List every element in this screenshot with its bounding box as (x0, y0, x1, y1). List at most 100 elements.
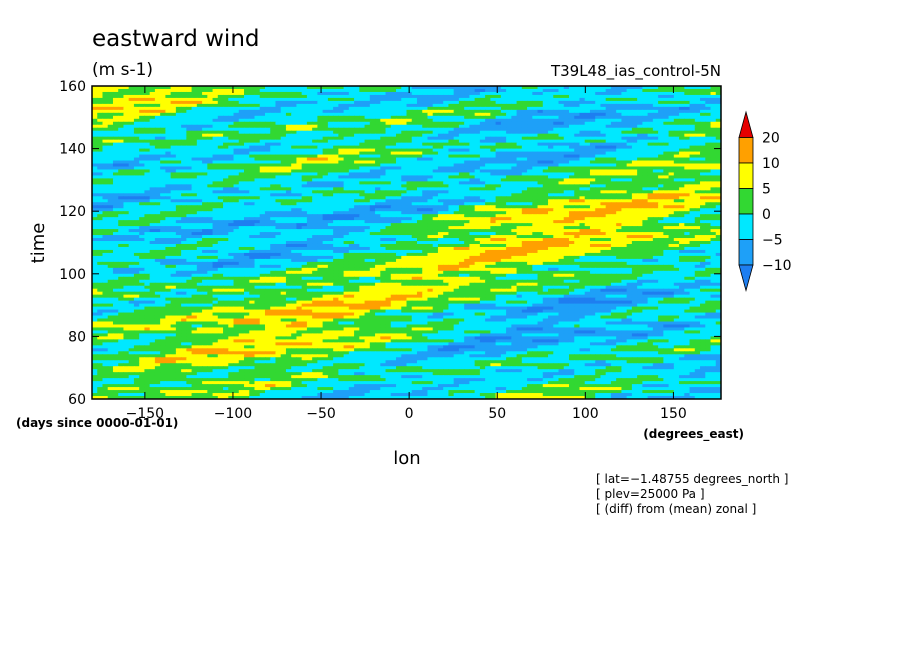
field-cell (527, 148, 533, 153)
field-cell (327, 86, 334, 90)
field-cell (610, 193, 617, 197)
field-cell (112, 166, 119, 171)
field-cell (500, 178, 507, 182)
field-cell (306, 151, 313, 156)
field-cell (427, 91, 434, 96)
field-cell (327, 145, 334, 150)
field-cell (432, 193, 439, 197)
field-cell (469, 193, 476, 197)
field-cell (291, 103, 298, 108)
field-cell (605, 151, 612, 156)
field-cell (474, 94, 481, 99)
field-cell (469, 106, 476, 111)
field-cell (97, 205, 104, 209)
field-cell (422, 151, 429, 156)
field-cell (553, 202, 560, 206)
field-cell (553, 148, 560, 153)
field-cell (710, 136, 717, 141)
field-cell (149, 97, 156, 102)
field-cell (485, 109, 491, 114)
field-cell (280, 157, 287, 162)
field-cell (616, 154, 623, 159)
field-cell (700, 181, 706, 185)
field-cell (396, 112, 402, 117)
field-cell (694, 94, 701, 99)
field-cell (154, 208, 161, 212)
field-cell (186, 148, 193, 153)
field-cell (338, 109, 345, 114)
field-cell (396, 154, 402, 159)
field-cell (663, 145, 670, 150)
field-cell (191, 91, 198, 96)
field-cell (537, 130, 544, 135)
field-cell (270, 97, 277, 102)
field-cell (411, 94, 418, 99)
field-cell (112, 196, 119, 200)
field-cell (416, 121, 423, 126)
field-cell (133, 190, 140, 194)
field-cell (317, 121, 324, 126)
field-cell (301, 157, 308, 162)
field-cell (621, 100, 628, 105)
field-cell (642, 160, 649, 165)
field-cell (380, 106, 387, 111)
field-cell (123, 148, 130, 153)
field-cell (306, 208, 313, 212)
field-cell (264, 178, 271, 182)
field-cell (553, 166, 560, 171)
field-cell (443, 112, 450, 117)
field-cell (249, 130, 256, 135)
field-cell (610, 86, 617, 90)
field-cell (128, 151, 135, 156)
field-cell (380, 145, 387, 150)
field-cell (181, 124, 187, 129)
field-cell (469, 184, 476, 188)
field-cell (348, 178, 355, 182)
field-cell (259, 205, 266, 209)
field-cell (521, 112, 528, 117)
field-cell (521, 193, 528, 197)
field-cell (464, 91, 470, 96)
field-cell (642, 109, 649, 114)
field-cell (595, 166, 602, 171)
field-cell (97, 112, 104, 117)
field-cell (574, 118, 581, 123)
field-cell (223, 196, 229, 200)
field-cell (621, 124, 628, 129)
field-cell (202, 142, 208, 147)
field-cell (579, 88, 586, 93)
field-cell (181, 86, 187, 90)
field-cell (327, 193, 334, 197)
field-cell (217, 202, 224, 206)
field-cell (396, 136, 402, 141)
field-cell (275, 109, 282, 114)
field-cell (689, 127, 696, 132)
field-cell (705, 118, 712, 123)
field-cell (133, 202, 140, 206)
field-cell (175, 142, 182, 147)
field-cell (249, 208, 256, 212)
field-cell (333, 154, 339, 159)
field-cell (343, 154, 350, 159)
field-cell (610, 160, 617, 165)
field-cell (102, 115, 109, 120)
field-cell (343, 136, 350, 141)
field-cell (548, 100, 554, 105)
field-cell (568, 88, 575, 93)
field-cell (527, 136, 533, 141)
field-cell (333, 136, 339, 141)
field-cell (616, 202, 623, 206)
field-cell (637, 86, 643, 90)
field-cell (144, 175, 151, 180)
field-cell (191, 112, 198, 117)
field-cell (296, 121, 303, 126)
field-cell (684, 148, 691, 153)
field-cell (338, 136, 345, 141)
field-cell (306, 157, 313, 162)
field-cell (663, 178, 670, 182)
field-cell (584, 190, 591, 194)
field-cell (196, 124, 203, 129)
field-cell (469, 178, 476, 182)
field-cell (196, 112, 203, 117)
field-cell (532, 136, 539, 141)
